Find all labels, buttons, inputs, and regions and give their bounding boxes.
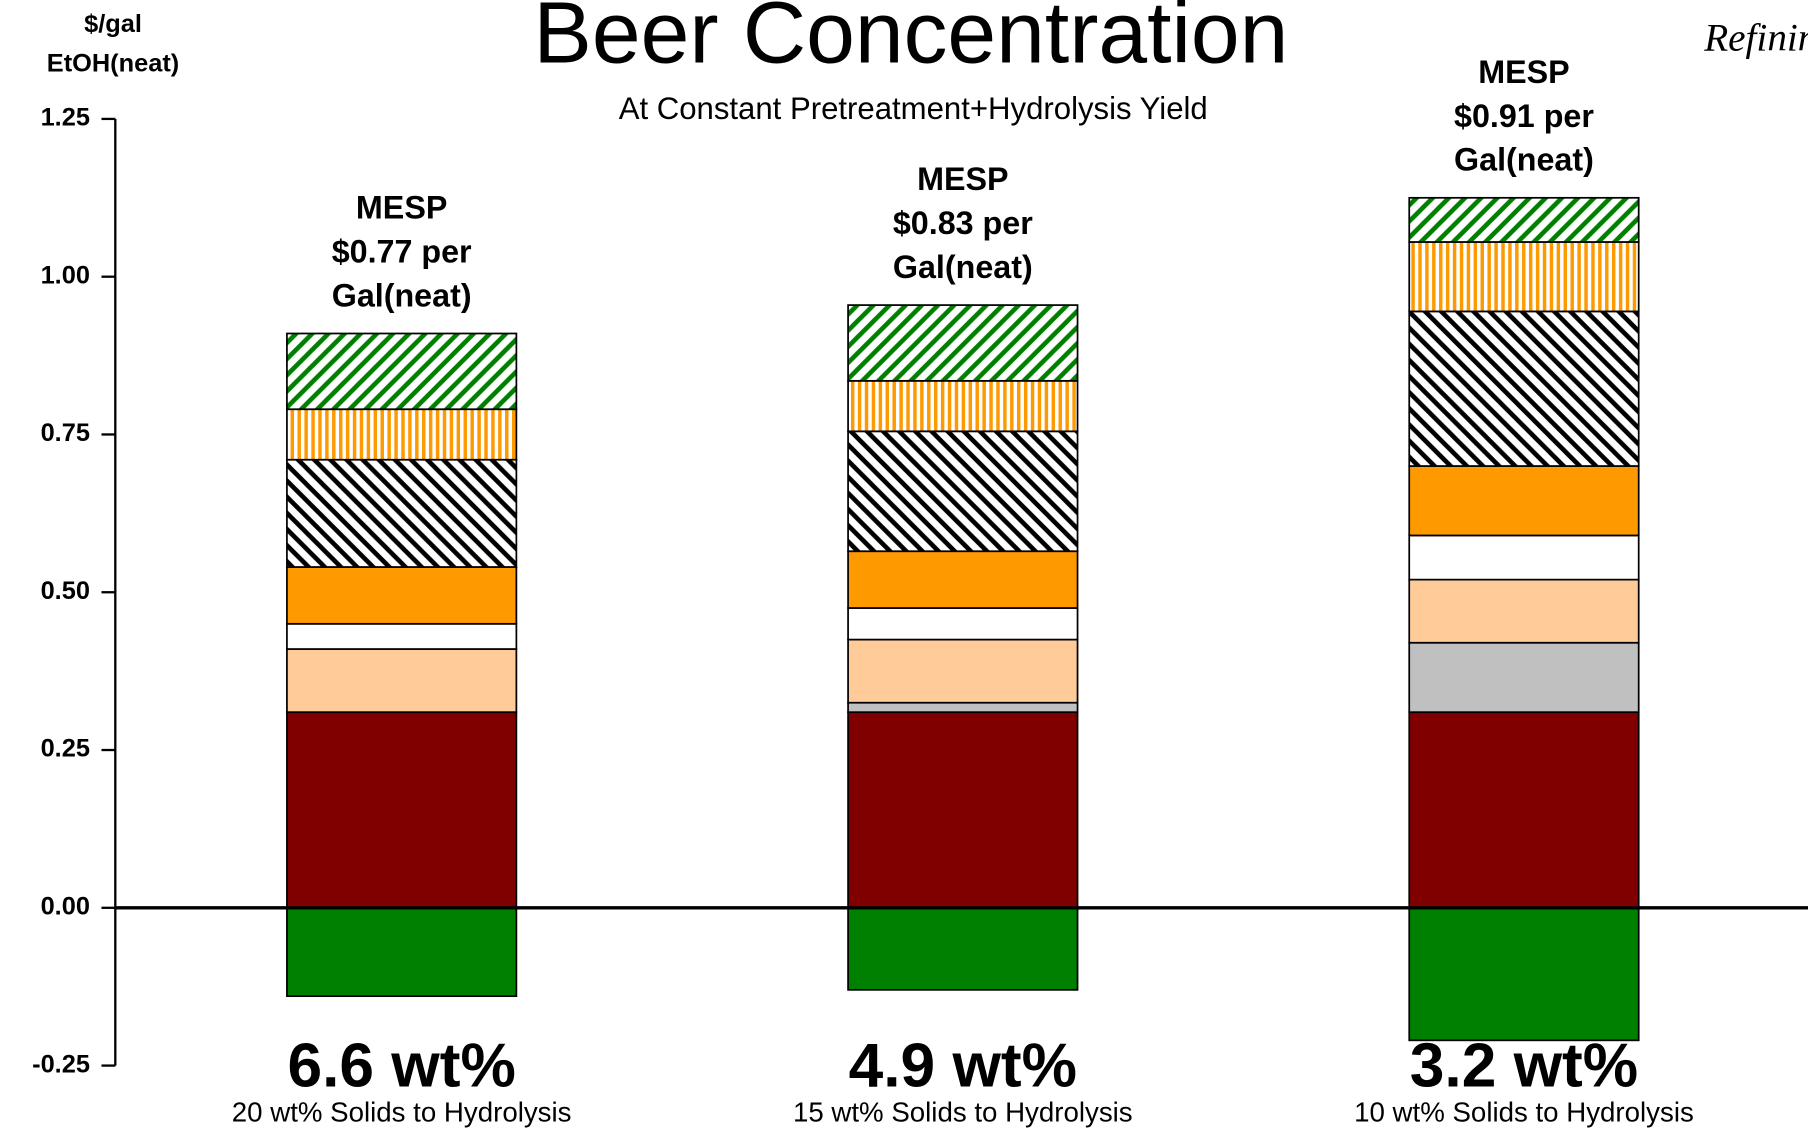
bar-segment [286,566,518,625]
logo: Refinin [1703,17,1808,60]
chart-title: Beer Concentration [533,0,1288,81]
bar-segment [847,607,1079,641]
y-axis-label: EtOH(neat) [47,49,179,77]
y-tick-label: 0.50 [41,577,90,605]
chart-subtitle: At Constant Pretreatment+Hydrolysis Yiel… [619,91,1208,126]
bar-segment [1408,711,1640,909]
bar-segment [286,458,518,568]
bar-segment [1408,310,1640,467]
bar-annotation: MESP [356,190,447,226]
bar-segment [286,906,518,998]
bar-segment [286,711,518,909]
bar-segment [847,304,1079,382]
bar-segment [847,701,1079,714]
y-tick-label: -0.25 [32,1050,90,1078]
y-tick-label: 1.25 [41,104,90,132]
x-tick-label: 3.2 wt% [1410,1032,1638,1101]
bar-annotation: $0.83 per [893,205,1033,241]
bar-segment [1408,578,1640,644]
bar-segment [286,648,518,714]
y-tick-label: 1.00 [41,261,90,289]
bar-segment [847,550,1079,609]
y-tick-label: 0.75 [41,419,90,447]
bar-annotation: $0.77 per [332,233,472,269]
bar-segment [847,379,1079,433]
y-tick-label: 0.00 [41,893,90,921]
y-tick-label: 0.25 [41,735,90,763]
bar-segment [847,906,1079,991]
bar-segment [847,430,1079,553]
bar-annotation: MESP [917,161,1008,197]
x-tick-label: 6.6 wt% [287,1032,515,1101]
bar-segment [1408,465,1640,537]
bar-segment [286,408,518,461]
x-tick-label: 4.9 wt% [849,1032,1077,1101]
y-axis-label: $/gal [84,10,142,38]
bar-annotation: Gal(neat) [893,249,1033,285]
bar-segment [847,711,1079,909]
bar-segment [286,332,518,411]
bar-segment [1408,906,1640,1042]
bar-annotation: Gal(neat) [332,277,472,313]
bar-segment [847,638,1079,704]
x-tick-sublabel: 10 wt% Solids to Hydrolysis [1354,1096,1694,1127]
bar-segment [1408,241,1640,313]
x-tick-sublabel: 15 wt% Solids to Hydrolysis [793,1096,1133,1127]
bar-segment [1408,196,1640,243]
bar-segment [286,622,518,650]
bar-segment [1408,641,1640,714]
bar-segment [1408,534,1640,581]
bar-annotation: MESP [1478,54,1569,90]
bar-annotation: Gal(neat) [1454,142,1594,178]
bar-annotation: $0.91 per [1454,98,1594,134]
x-tick-sublabel: 20 wt% Solids to Hydrolysis [232,1096,572,1127]
